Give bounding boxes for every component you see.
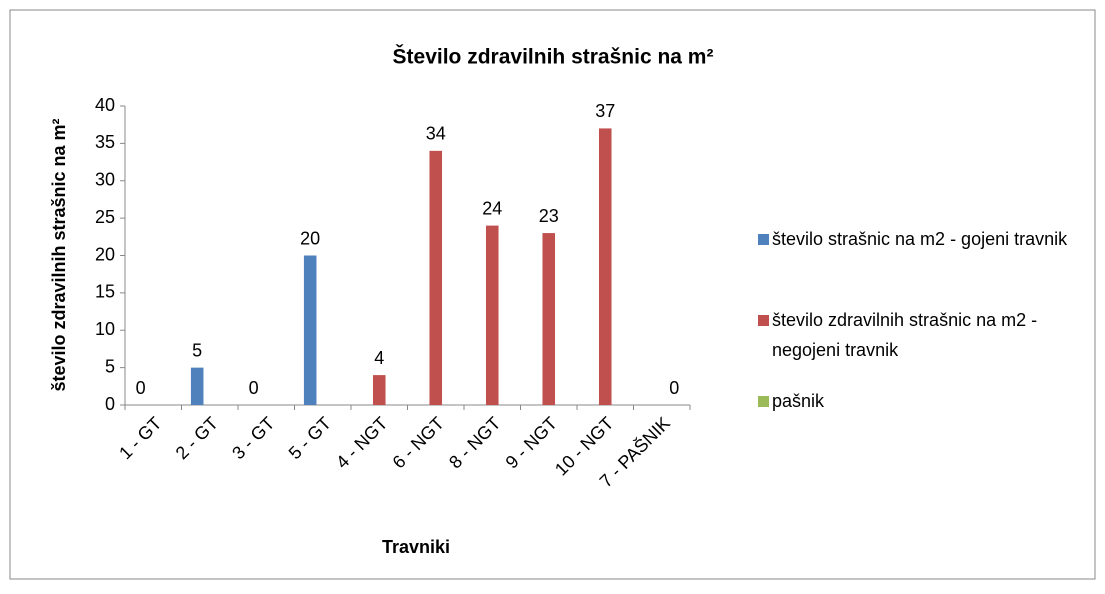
y-tick-label: 25 [95,207,115,227]
data-label: 0 [249,378,259,398]
legend-swatch [758,234,769,245]
y-axis-label: število zdravilnih strašnic na m² [49,118,69,391]
y-tick-label: 10 [95,319,115,339]
data-label: 0 [669,378,679,398]
chart-title: Število zdravilnih strašnic na m² [393,45,714,69]
bar [190,367,204,405]
y-tick-label: 0 [105,394,115,414]
legend-entry: število zdravilnih strašnic na m2 - nego… [772,310,1038,360]
data-label: 4 [374,348,384,368]
bar [485,225,499,405]
y-tick-label: 20 [95,244,115,264]
legend-label: število zdravilnih strašnic na m2 - nego… [772,310,1038,360]
bar [303,255,317,405]
x-axis-label: Travniki [382,537,450,557]
data-label: 34 [426,124,446,144]
bar [429,150,443,405]
y-tick-label: 40 [95,95,115,115]
bar [598,128,612,406]
y-tick-label: 35 [95,132,115,152]
legend-label: pašnik [772,391,825,411]
data-label: 0 [136,378,146,398]
y-tick-label: 5 [105,356,115,376]
legend-swatch [758,315,769,326]
data-label: 5 [192,340,202,360]
y-tick-label: 15 [95,282,115,302]
bar [542,233,556,405]
legend-entry: število strašnic na m2 - gojeni travnik [772,229,1068,249]
data-label: 24 [482,198,502,218]
data-label: 20 [300,228,320,248]
legend-label: število strašnic na m2 - gojeni travnik [772,229,1068,249]
data-label: 37 [595,101,615,121]
legend-swatch [758,396,769,407]
legend-entry: pašnik [772,391,825,411]
bar [372,375,386,405]
y-tick-label: 30 [95,170,115,190]
data-label: 23 [539,206,559,226]
